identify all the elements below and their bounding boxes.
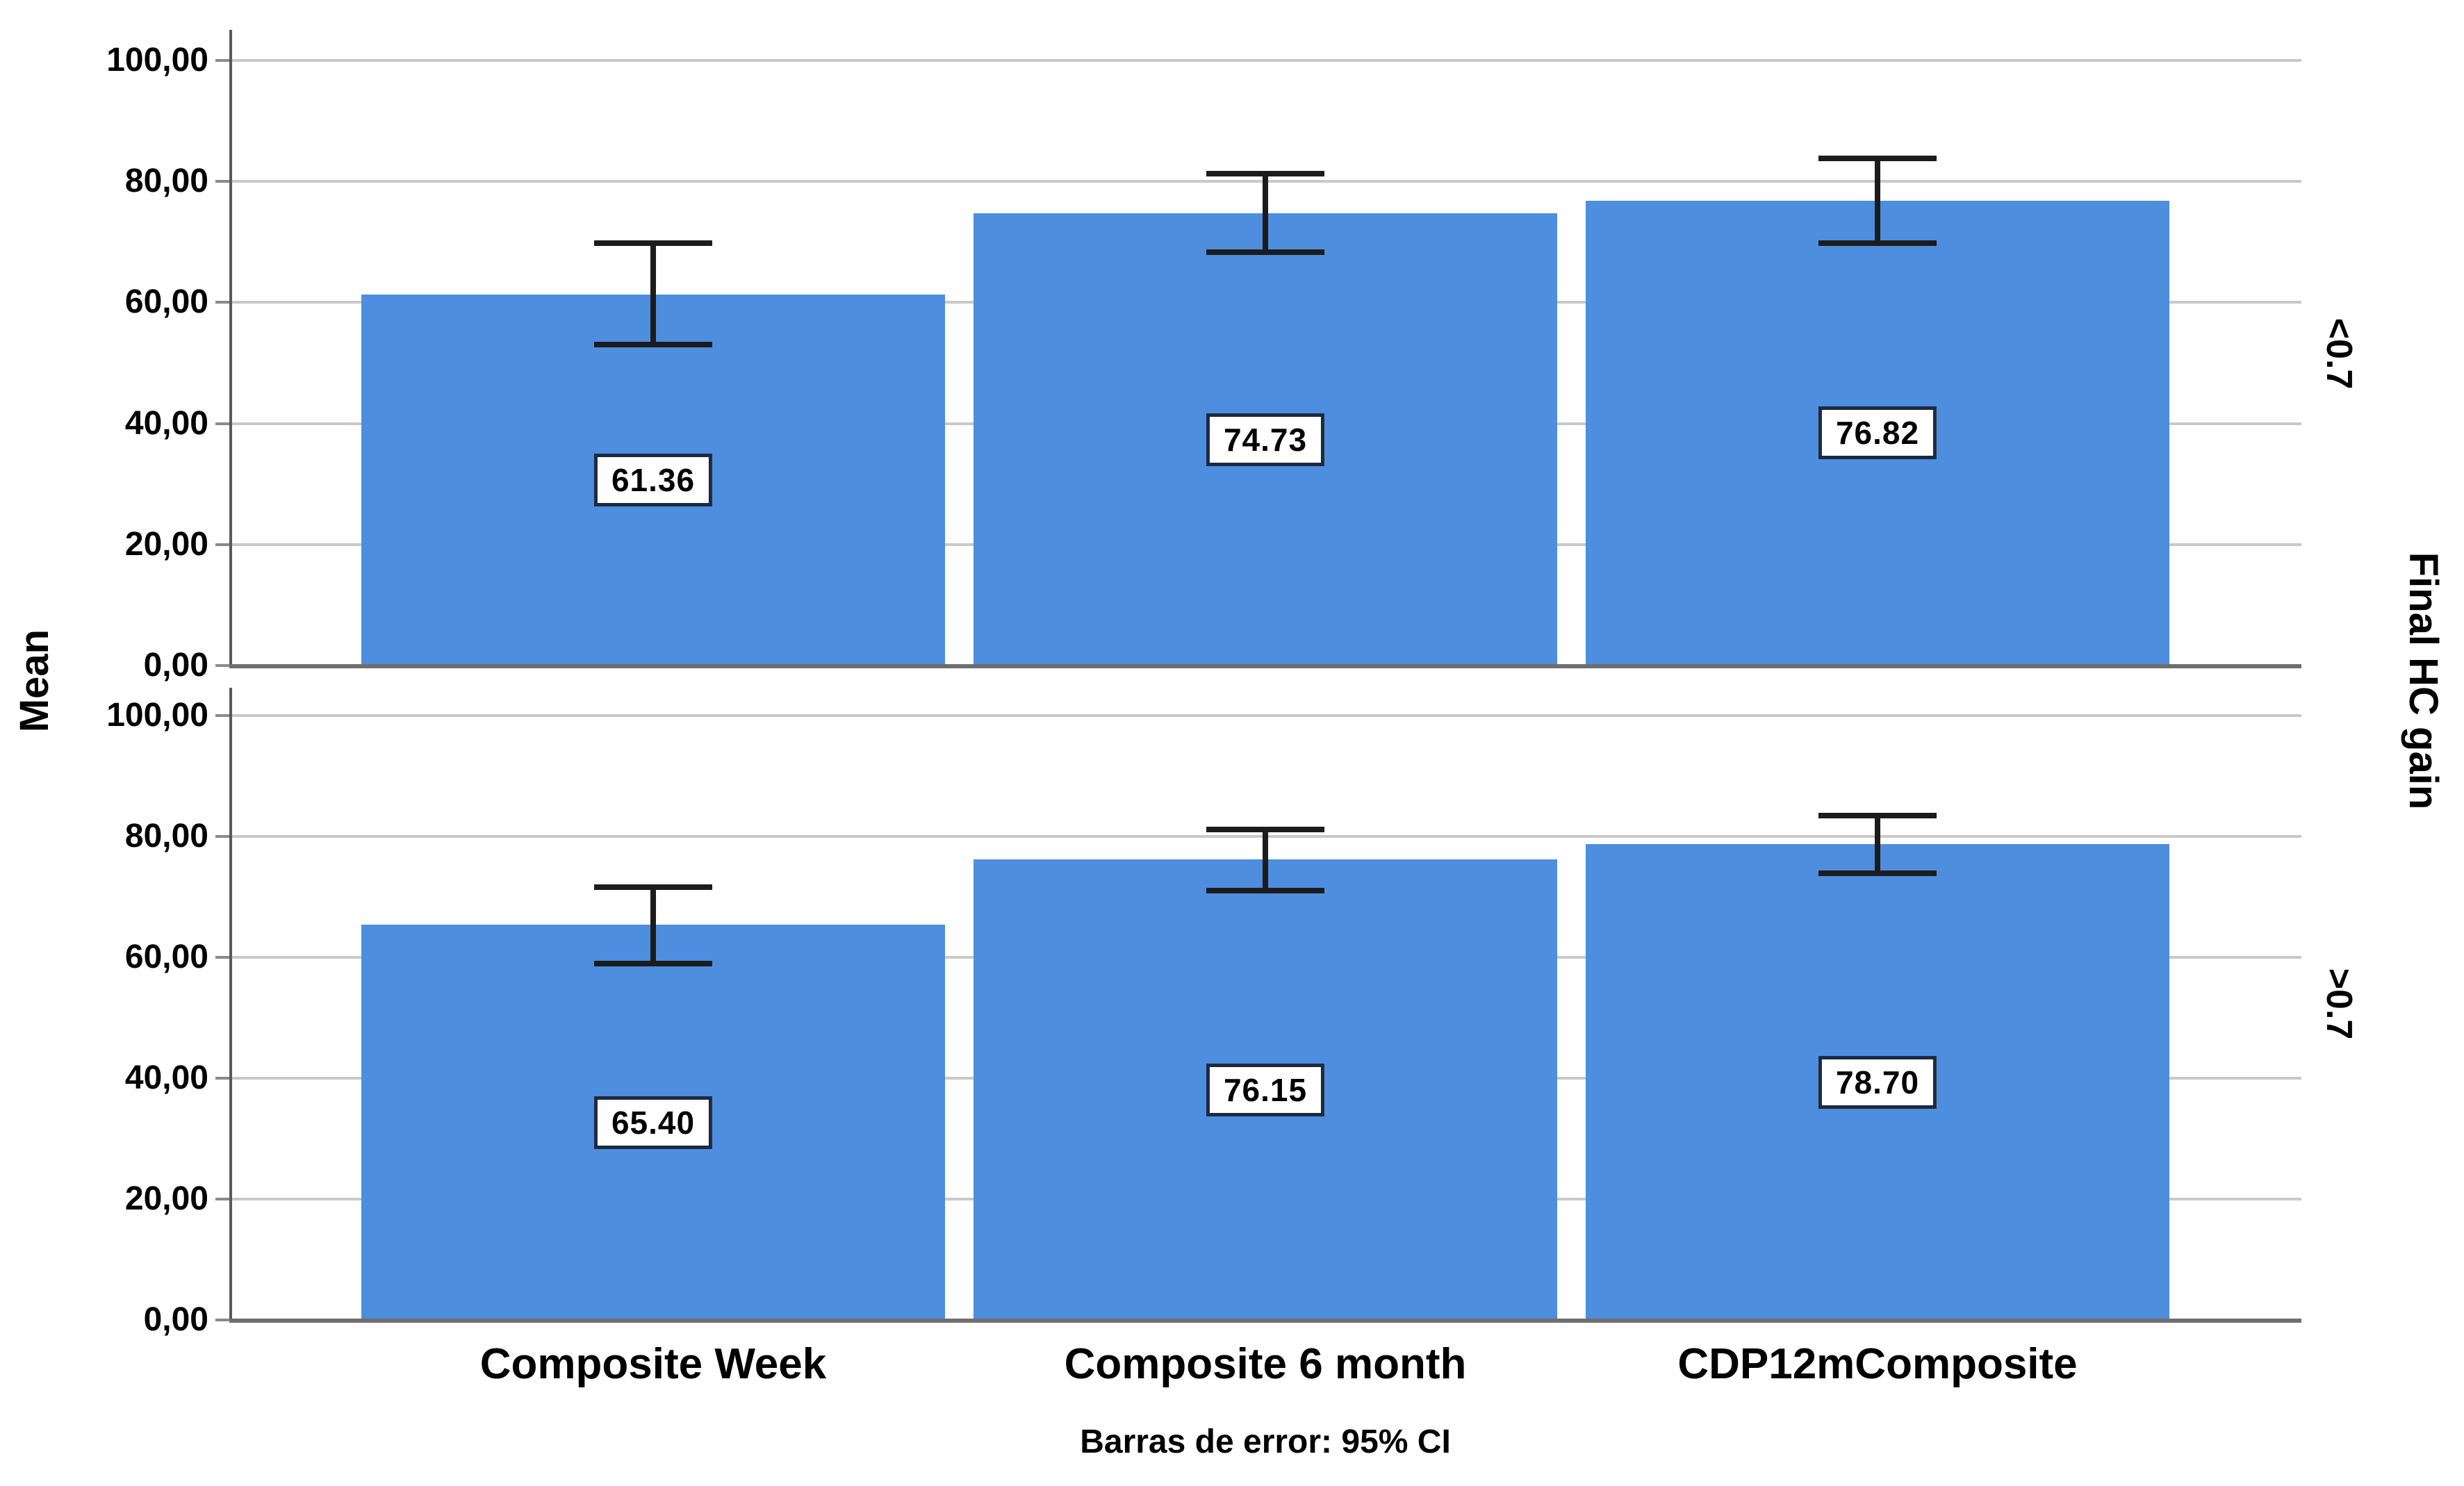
- panel-axis-title: Final HC gain: [2401, 552, 2446, 810]
- y-tick: [215, 664, 229, 667]
- y-tick-label: 100,00: [106, 42, 208, 79]
- value-label: 74.73: [1206, 413, 1325, 466]
- y-tick: [215, 714, 229, 717]
- value-label: 61.36: [593, 453, 713, 506]
- y-tick-label: 20,00: [124, 1180, 208, 1217]
- y-tick: [215, 1077, 229, 1080]
- y-tick-label: 100,00: [106, 697, 208, 734]
- error-bar-cap-top: [1818, 813, 1937, 819]
- error-bar-cap-bottom: [1818, 240, 1937, 247]
- error-bar: [594, 884, 712, 967]
- y-tick: [215, 956, 229, 959]
- value-label: 76.82: [1818, 406, 1937, 460]
- error-bar: [1818, 813, 1937, 876]
- y-tick-label: 40,00: [124, 1059, 208, 1096]
- value-label: 76.15: [1206, 1063, 1325, 1116]
- y-tick-label: 40,00: [124, 404, 208, 442]
- y-tick-label: 0,00: [143, 647, 208, 684]
- gridline: [229, 59, 2301, 62]
- error-bar-cap-bottom: [594, 341, 712, 347]
- gridline: [229, 714, 2301, 717]
- value-label-box: 74.73: [1206, 413, 1325, 466]
- error-bar-cap-top: [1206, 827, 1324, 833]
- y-tick: [215, 1319, 229, 1321]
- y-tick-label: 80,00: [124, 818, 208, 855]
- y-axis-line: [229, 688, 232, 1320]
- y-tick-label: 0,00: [143, 1301, 208, 1338]
- value-label: 65.40: [593, 1096, 713, 1149]
- y-tick: [215, 59, 229, 62]
- value-label-box: 78.70: [1818, 1055, 1937, 1109]
- value-label-box: 65.40: [593, 1096, 713, 1149]
- panel-label-gt07: >0.7: [2319, 968, 2359, 1040]
- y-tick: [215, 422, 229, 425]
- x-category-label: Composite 6 month: [1064, 1340, 1467, 1388]
- value-label-box: 76.82: [1818, 406, 1937, 460]
- error-bar-stem: [1875, 813, 1880, 876]
- y-tick-label: 60,00: [124, 283, 208, 321]
- error-bar-cap-bottom: [1206, 887, 1324, 893]
- value-label-box: 61.36: [593, 453, 713, 506]
- y-tick-label: 80,00: [124, 163, 208, 200]
- error-bar-stem: [1875, 155, 1880, 247]
- error-bar-footnote: Barras de error: 95% CI: [1080, 1423, 1451, 1460]
- error-bar-stem: [1263, 827, 1268, 893]
- error-bar: [1206, 171, 1324, 256]
- y-tick: [215, 180, 229, 183]
- x-category-label: CDP12mComposite: [1677, 1340, 2078, 1388]
- y-axis-line: [229, 30, 232, 666]
- value-label-box: 76.15: [1206, 1063, 1325, 1116]
- error-bar: [1206, 827, 1324, 893]
- x-category-label: Composite Week: [479, 1340, 827, 1388]
- value-label: 78.70: [1818, 1055, 1937, 1109]
- error-bar: [1818, 155, 1937, 247]
- y-tick: [215, 835, 229, 838]
- error-bar-cap-top: [594, 240, 712, 246]
- y-tick-label: 20,00: [124, 525, 208, 563]
- x-axis-baseline: [229, 1319, 2301, 1323]
- error-bar-cap-top: [1206, 171, 1324, 177]
- y-tick: [215, 1198, 229, 1200]
- error-bar-stem: [650, 884, 656, 967]
- error-bar-cap-top: [594, 884, 712, 890]
- error-bar-cap-bottom: [594, 961, 712, 967]
- x-axis-baseline: [229, 664, 2301, 668]
- y-tick: [215, 543, 229, 546]
- error-bar-stem: [650, 240, 656, 347]
- error-bar-cap-bottom: [1206, 249, 1324, 256]
- panel-label-lt07: <0.7: [2319, 317, 2359, 390]
- error-bar-cap-bottom: [1818, 870, 1937, 876]
- error-bar-cap-top: [1818, 155, 1937, 161]
- y-tick: [215, 301, 229, 304]
- error-bar-stem: [1263, 171, 1268, 256]
- error-bar: [594, 240, 712, 347]
- y-tick-label: 60,00: [124, 939, 208, 975]
